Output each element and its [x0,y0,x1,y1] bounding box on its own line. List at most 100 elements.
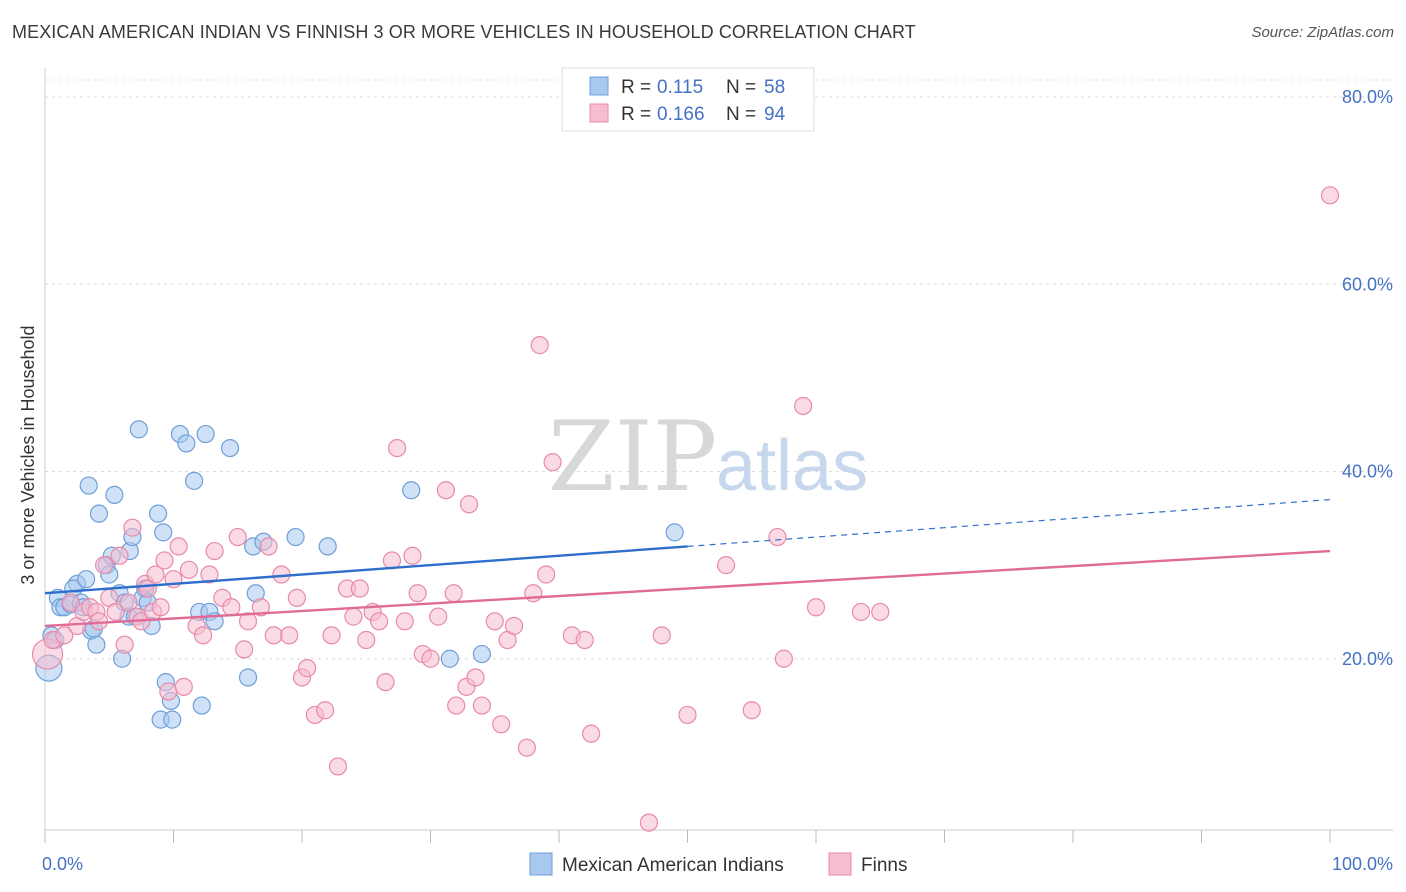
point-finns-49 [328,757,348,776]
point-finns-63 [421,649,440,668]
point-finns-30 [193,626,213,645]
point-finns-86 [678,705,697,725]
trend-line-mexican-american-indians [44,545,688,595]
y-tick-label-80: 80.0% [1342,87,1393,107]
point-finns-73 [492,715,511,734]
point-mexican-american-indians-12 [79,476,98,495]
point-finns-79 [537,565,556,584]
y-tick-label-40: 40.0% [1342,462,1393,482]
point-finns-82 [575,630,594,650]
point-finns-91 [794,396,813,416]
point-finns-93 [851,602,871,622]
point-finns-36 [235,640,254,659]
point-finns-42 [280,626,299,645]
point-finns-56 [376,673,395,692]
bottom-legend-swatch-finns [828,852,852,876]
point-finns-28 [179,560,199,579]
point-mexican-american-indians-57 [665,523,684,542]
legend-r-label-1: R = [621,104,651,125]
watermark-atlas: atlas [716,426,868,506]
point-mexican-american-indians-41 [184,471,204,490]
x-tick-label-min: 0.0% [42,854,83,874]
point-finns-40 [264,626,283,645]
trend-line-finns [44,549,1331,628]
point-finns-76 [517,738,536,757]
point-finns-72 [485,612,504,631]
point-finns-31 [200,565,219,584]
legend-n-value-0: 58 [764,77,785,98]
legend-r-label-0: R = [621,77,651,98]
point-finns-66 [444,584,463,603]
point-finns-3 [61,593,80,612]
y-tick-label-20: 20.0% [1342,649,1393,669]
point-finns-77 [524,584,543,603]
point-finns-59 [395,612,414,631]
bottom-legend-label-finns: Finns [861,855,907,876]
chart-source: Source: ZipAtlas.com [1251,24,1394,41]
point-finns-64 [429,607,448,626]
point-finns-24 [159,682,178,701]
point-finns-39 [259,537,278,556]
bottom-legend-label-mexican-american-indians: Mexican American Indians [562,855,784,876]
point-mexican-american-indians-15 [87,635,106,654]
point-finns-78 [530,336,549,355]
point-finns-38 [251,598,270,617]
point-finns-52 [350,579,369,598]
legend-n-label-0: N = [726,77,756,98]
legend-swatch-mexican-american-indians [589,76,609,96]
point-finns-67 [447,696,466,715]
point-finns-35 [228,527,247,547]
point-finns-51 [344,607,363,626]
point-finns-34 [222,598,241,617]
point-mexican-american-indians-38 [163,710,182,729]
chart-title: MEXICAN AMERICAN INDIAN VS FINNISH 3 OR … [12,22,916,42]
x-tick-labels: 0.0% 100.0% [42,854,1393,874]
point-finns-45 [298,659,317,678]
point-mexican-american-indians-52 [286,527,305,547]
point-finns-53 [357,630,376,650]
point-mexican-american-indians-56 [472,644,491,664]
point-finns-71 [472,696,491,715]
axes [44,68,1393,843]
point-finns-83 [582,724,601,743]
point-finns-69 [459,495,479,514]
point-mexican-american-indians-43 [192,696,211,715]
trend-line-dashed-mexican-american-indians [687,498,1331,547]
point-finns-95 [1320,186,1340,205]
point-mexican-american-indians-48 [238,668,258,687]
point-finns-9 [95,556,114,575]
legend-n-label-1: N = [726,104,756,125]
point-finns-60 [403,546,422,565]
point-mexican-american-indians-35 [154,523,173,542]
point-mexican-american-indians-40 [177,434,196,453]
point-mexican-american-indians-54 [402,481,421,500]
point-mexican-american-indians-16 [89,504,109,523]
grid-lines [45,79,1393,660]
point-finns-14 [119,593,138,612]
point-mexican-american-indians-28 [129,420,148,439]
point-finns-65 [436,481,456,500]
point-finns-92 [806,598,826,617]
point-finns-23 [155,551,174,570]
point-finns-26 [169,537,188,556]
point-finns-22 [151,598,170,617]
point-finns-84 [639,813,659,832]
point-finns-80 [543,453,562,472]
point-finns-70 [466,668,485,687]
watermark-zip: ZIP [548,401,717,513]
point-finns-2 [55,626,74,645]
point-finns-75 [504,616,524,636]
point-finns-27 [174,677,193,696]
point-finns-15 [123,518,142,537]
point-finns-48 [322,626,341,645]
legend-top: R = 0.115 N = 58 R = 0.166 N = 94 [561,67,815,132]
point-finns-85 [652,626,671,645]
point-finns-11 [106,602,125,622]
trend-lines [44,498,1331,628]
legend-r-value-0: 0.115 [657,77,703,98]
point-finns-58 [387,438,407,458]
point-finns-94 [871,602,890,622]
point-mexican-american-indians-33 [148,504,168,523]
x-tick-label-max: 100.0% [1332,854,1393,874]
legend-r-value-1: 0.166 [657,104,705,125]
